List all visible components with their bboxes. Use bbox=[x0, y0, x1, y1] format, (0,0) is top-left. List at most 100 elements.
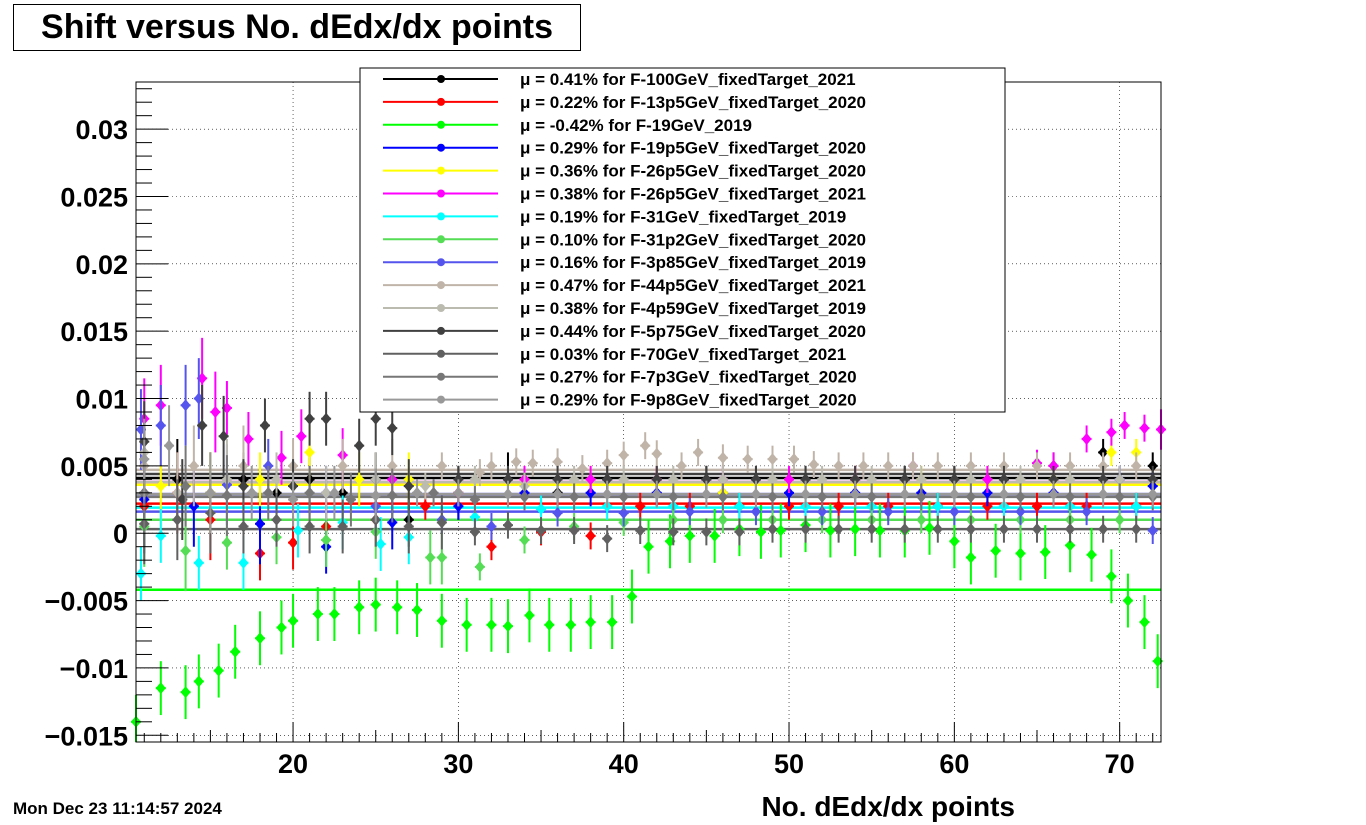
data-point bbox=[643, 540, 654, 553]
legend-label: μ = 0.19% for F-31GeV_fixedTarget_2019 bbox=[520, 207, 846, 226]
legend-marker bbox=[437, 372, 445, 381]
data-point bbox=[883, 459, 894, 472]
y-tick-label: 0.03 bbox=[75, 115, 128, 145]
data-point bbox=[1114, 490, 1125, 503]
data-point bbox=[1119, 419, 1130, 432]
data-point bbox=[139, 453, 150, 466]
data-point bbox=[1114, 473, 1125, 486]
data-point bbox=[288, 614, 299, 627]
data-point bbox=[618, 449, 629, 462]
data-point bbox=[651, 447, 662, 460]
data-point bbox=[668, 525, 679, 538]
axes: 20 30 40 50 60 70 0.03 0.025 0.02 0.015 0.01 0.005 0… bbox=[45, 88, 1154, 779]
data-series bbox=[131, 337, 1166, 742]
data-point bbox=[883, 505, 894, 518]
data-point bbox=[345, 493, 356, 506]
data-point bbox=[474, 466, 485, 479]
data-point bbox=[767, 523, 778, 536]
data-point bbox=[164, 439, 175, 452]
data-point bbox=[293, 524, 304, 537]
data-point bbox=[271, 513, 282, 526]
data-point bbox=[1147, 524, 1158, 537]
data-point bbox=[375, 538, 386, 550]
legend-label: μ = -0.42% for F-19GeV_2019 bbox=[520, 116, 752, 135]
data-point bbox=[734, 525, 745, 538]
data-point bbox=[949, 473, 960, 486]
legend-label: μ = 0.03% for F-70GeV_fixedTarget_2021 bbox=[520, 345, 846, 364]
y-tick-label: 0 bbox=[113, 519, 128, 549]
data-point bbox=[1131, 500, 1142, 513]
data-point bbox=[238, 556, 249, 569]
data-point bbox=[469, 493, 480, 506]
y-tick-label: 0.015 bbox=[60, 317, 128, 347]
data-point bbox=[486, 618, 497, 631]
data-point bbox=[420, 480, 431, 493]
data-point bbox=[193, 556, 204, 569]
data-point bbox=[519, 490, 530, 503]
data-point bbox=[304, 412, 315, 425]
data-point bbox=[387, 422, 398, 435]
data-point bbox=[998, 473, 1009, 486]
data-point bbox=[916, 473, 927, 486]
data-point bbox=[502, 488, 513, 501]
data-point bbox=[800, 473, 811, 486]
data-point bbox=[602, 457, 613, 470]
data-point bbox=[254, 517, 265, 530]
data-point bbox=[1065, 523, 1076, 536]
legend-marker bbox=[437, 75, 445, 83]
data-point bbox=[354, 601, 365, 614]
y-tick-label: −0.015 bbox=[45, 721, 128, 751]
data-point bbox=[1086, 548, 1097, 561]
legend-marker bbox=[437, 326, 445, 335]
data-point bbox=[469, 525, 480, 538]
data-point bbox=[486, 540, 497, 553]
data-point bbox=[243, 432, 254, 445]
data-point bbox=[800, 488, 811, 501]
data-point bbox=[1106, 426, 1117, 439]
data-point bbox=[788, 453, 799, 466]
data-point bbox=[1032, 459, 1043, 472]
data-point bbox=[392, 601, 403, 614]
data-point bbox=[767, 453, 778, 466]
legend-marker bbox=[437, 395, 445, 404]
data-point bbox=[1098, 473, 1109, 486]
y-tick-label: −0.01 bbox=[60, 654, 128, 684]
series-group bbox=[139, 445, 1158, 536]
x-tick-label: 30 bbox=[443, 749, 473, 779]
data-point bbox=[205, 486, 216, 499]
data-point bbox=[259, 419, 270, 432]
data-point bbox=[502, 519, 513, 532]
data-point bbox=[246, 486, 257, 499]
data-point bbox=[193, 675, 204, 688]
legend-marker bbox=[437, 143, 445, 152]
data-point bbox=[850, 473, 861, 486]
data-point bbox=[370, 412, 381, 425]
data-point bbox=[850, 523, 861, 536]
data-point bbox=[651, 488, 662, 501]
data-point bbox=[626, 590, 637, 603]
data-point bbox=[565, 618, 576, 631]
legend-label: μ = 0.27% for F-7p3GeV_fixedTarget_2020 bbox=[520, 368, 857, 387]
data-point bbox=[1065, 473, 1076, 486]
legend-marker bbox=[437, 304, 445, 312]
data-point bbox=[276, 451, 287, 464]
legend-label: μ = 0.16% for F-3p85GeV_fixedTarget_2019 bbox=[520, 253, 866, 272]
data-point bbox=[585, 473, 596, 486]
data-point bbox=[767, 473, 778, 486]
data-point bbox=[1015, 547, 1026, 560]
data-point bbox=[982, 473, 993, 486]
data-point bbox=[784, 473, 795, 486]
data-point bbox=[949, 505, 960, 518]
legend-marker bbox=[437, 120, 445, 129]
data-point bbox=[218, 430, 229, 443]
data-point bbox=[750, 505, 761, 518]
data-point bbox=[544, 618, 555, 631]
data-point bbox=[180, 480, 191, 493]
data-point bbox=[1048, 473, 1059, 486]
data-point bbox=[916, 513, 927, 526]
data-point bbox=[899, 488, 910, 501]
data-point bbox=[640, 439, 651, 452]
data-point bbox=[949, 535, 960, 548]
data-point bbox=[469, 473, 480, 486]
